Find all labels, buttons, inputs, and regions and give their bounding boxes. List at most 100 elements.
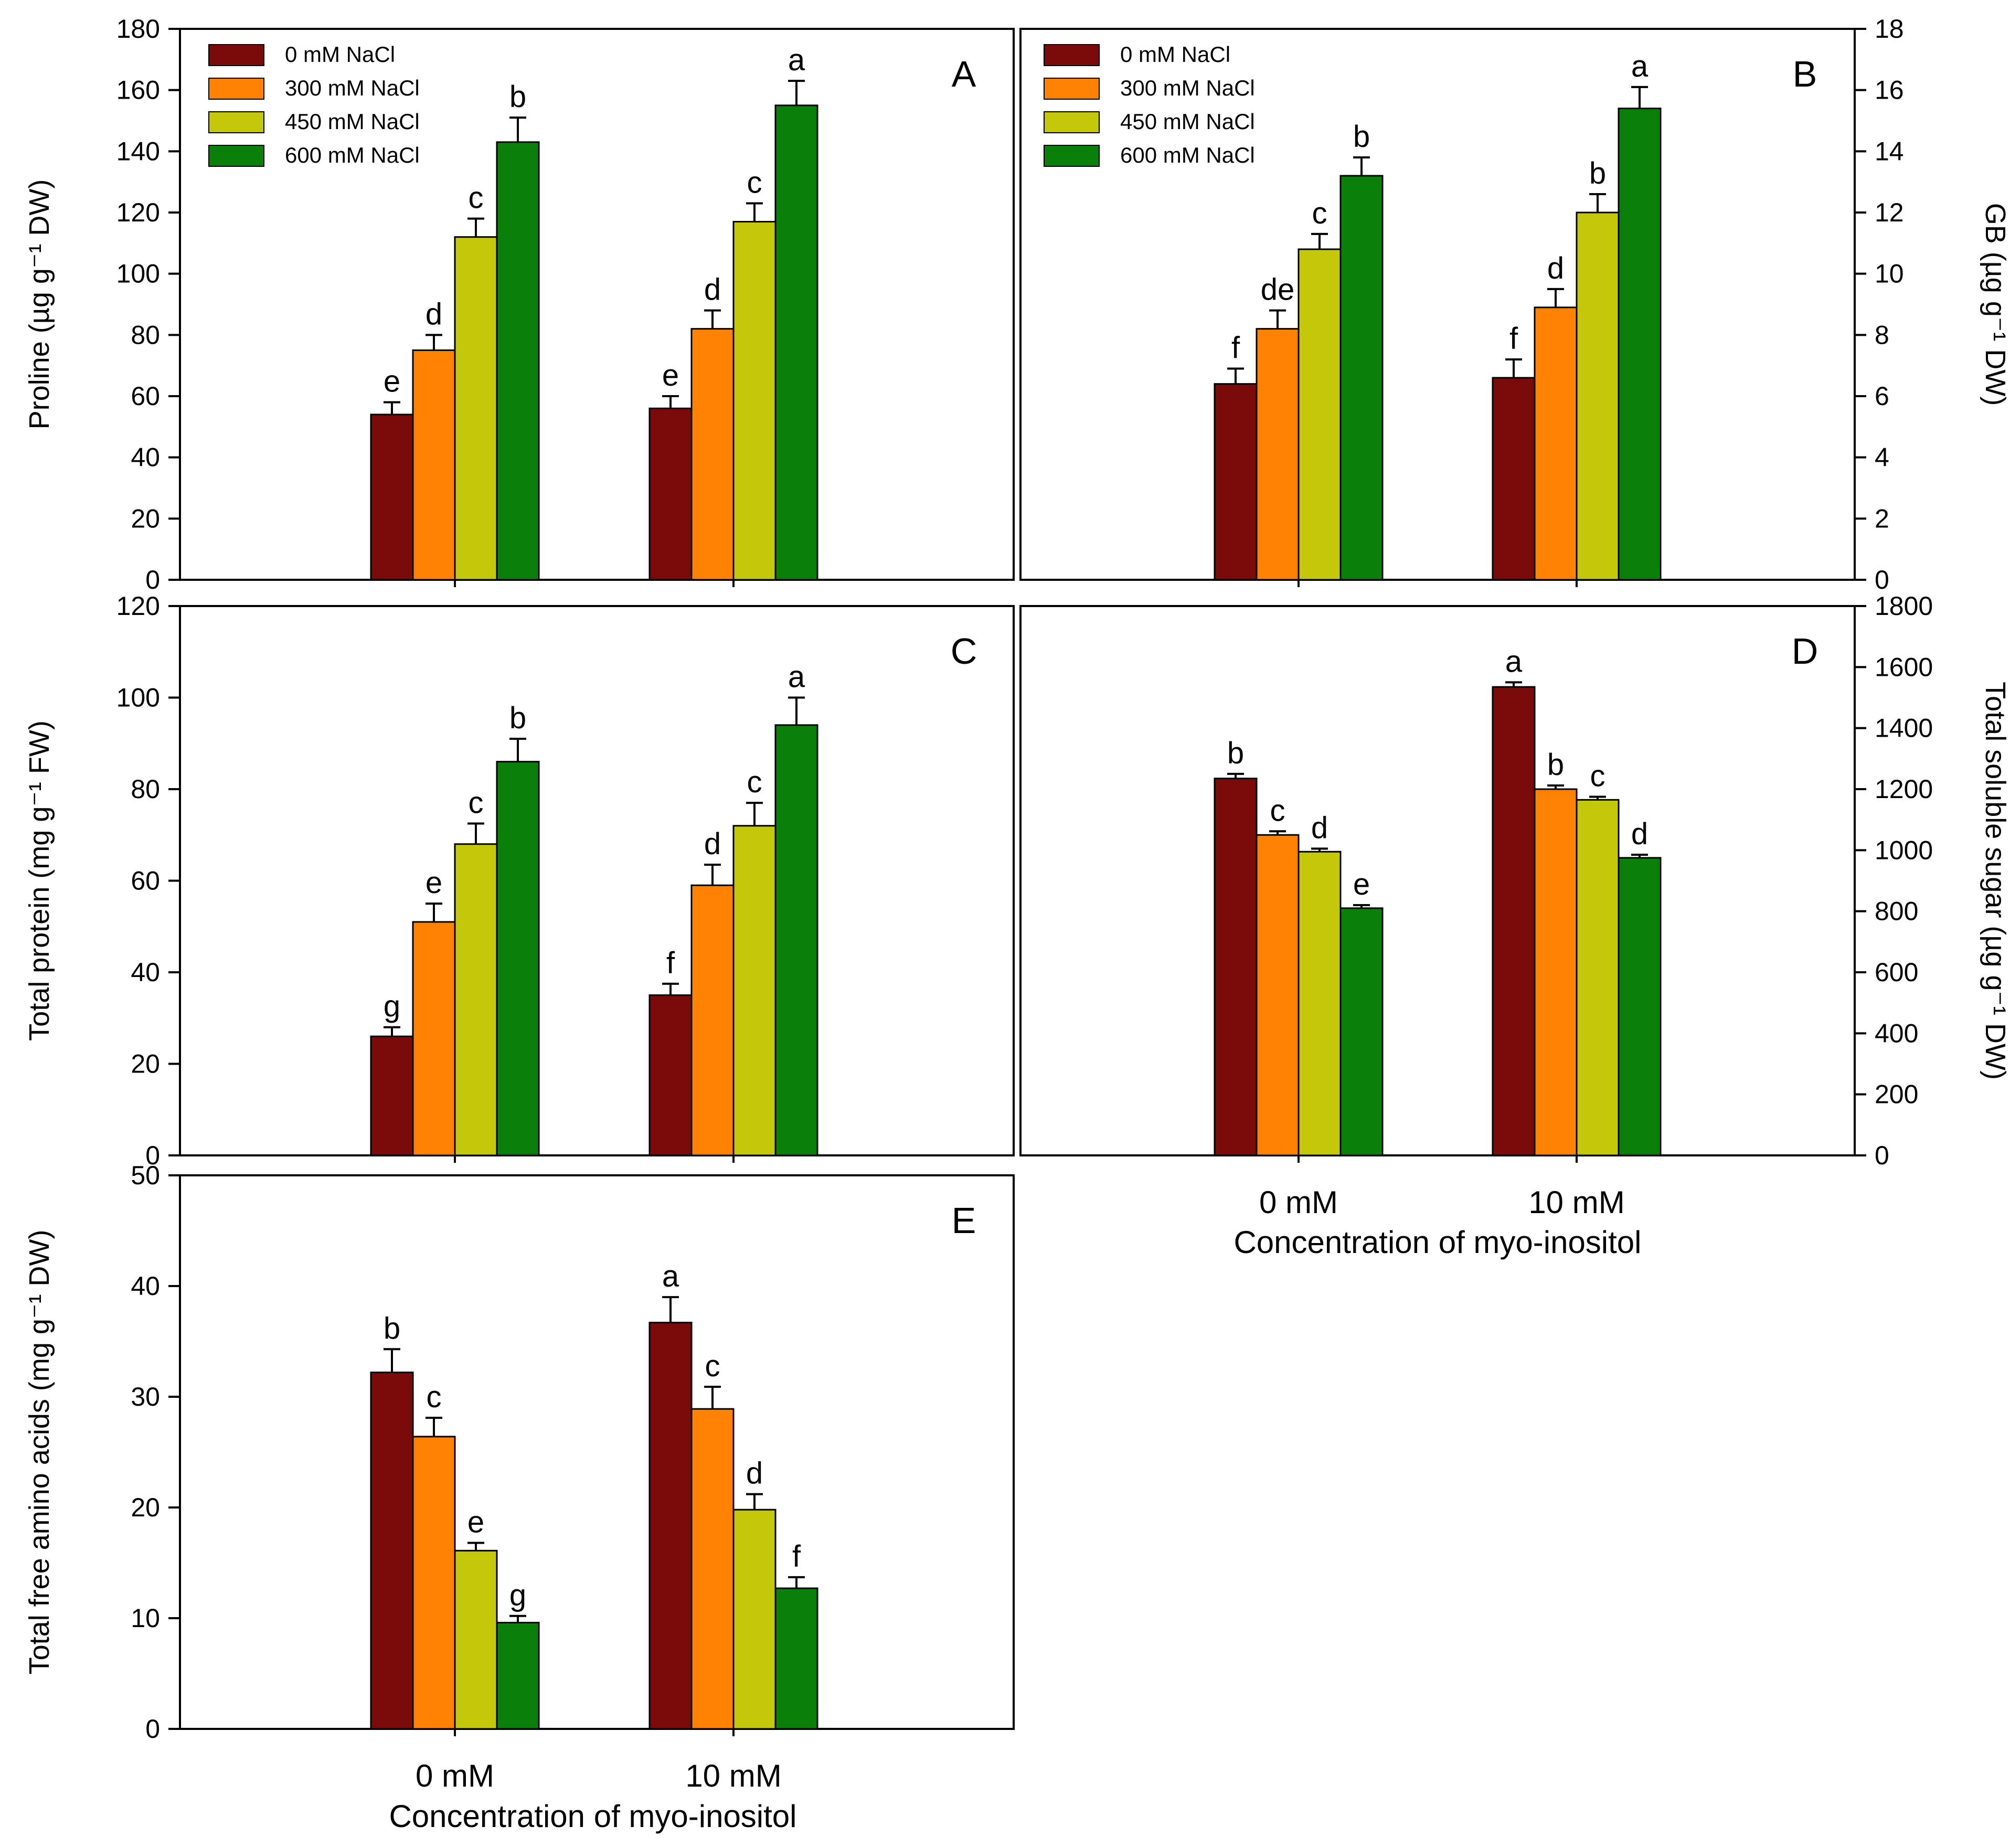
legend-swatch — [1044, 145, 1100, 167]
significance-letter: d — [1311, 811, 1328, 845]
error-bar — [746, 802, 763, 826]
legend-label: 0 mM NaCl — [1120, 42, 1230, 67]
y-axis-label: GB (µg g⁻¹ DW) — [1980, 203, 2010, 406]
y-tick-label: 80 — [131, 774, 160, 804]
legend-swatch — [208, 111, 264, 133]
legend-label: 300 mM NaCl — [1120, 76, 1255, 100]
y-tick-label: 40 — [131, 1271, 160, 1301]
significance-letter: b — [1547, 748, 1564, 782]
bar-c-s3-c0 — [496, 761, 540, 1156]
y-tick-label: 1000 — [1875, 835, 1933, 865]
x-category-label: 0 mM — [1259, 1185, 1338, 1220]
legend-swatch — [1044, 44, 1100, 66]
significance-letter: de — [1261, 273, 1295, 307]
error-bar — [704, 863, 721, 886]
error-bar — [509, 116, 526, 142]
significance-letter: b — [1589, 156, 1606, 190]
y-tick-label: 2 — [1875, 504, 1889, 533]
bar-d-s1-c1 — [1534, 788, 1578, 1156]
panel-letter: E — [952, 1200, 976, 1241]
error-bar — [746, 202, 763, 222]
significance-letter: d — [704, 827, 721, 861]
significance-letter: g — [384, 990, 400, 1024]
significance-letter: a — [1505, 644, 1523, 678]
error-bar — [509, 1615, 526, 1623]
y-tick-label: 10 — [131, 1603, 160, 1633]
y-axis-label: Total soluble sugar (µg g⁻¹ DW) — [1980, 682, 2010, 1080]
significance-letter: c — [1270, 793, 1285, 827]
error-bar — [426, 902, 442, 922]
error-bar — [426, 334, 442, 351]
panel-frame — [179, 1174, 1015, 1730]
y-tick-label: 20 — [131, 1493, 160, 1522]
bar-b-s0-c0 — [1214, 383, 1258, 581]
y-tick-label: 0 — [145, 565, 160, 594]
y-tick-label: 6 — [1875, 381, 1889, 411]
y-tick-label: 12 — [1875, 198, 1904, 227]
y-tick-label: 4 — [1875, 443, 1889, 472]
y-tick-label: 100 — [116, 259, 160, 289]
significance-letter: b — [1353, 120, 1370, 154]
significance-letter: f — [1231, 331, 1240, 365]
bar-b-s3-c1 — [1618, 108, 1662, 581]
y-tick-label: 0 — [145, 1141, 160, 1170]
y-tick-label: 18 — [1875, 14, 1904, 44]
y-tick-label: 1400 — [1875, 714, 1933, 743]
x-category-label: 0 mM — [416, 1758, 494, 1793]
error-bar — [467, 822, 484, 844]
legend-label: 600 mM NaCl — [285, 143, 420, 167]
bar-e-s0-c1 — [648, 1322, 693, 1730]
significance-letter: e — [384, 365, 400, 399]
bar-b-s1-c0 — [1256, 328, 1300, 581]
error-bar — [1269, 830, 1286, 835]
significance-letter: b — [509, 80, 526, 114]
x-axis-title: Concentration of myo-inositol — [1233, 1225, 1641, 1260]
error-bar — [1353, 156, 1370, 176]
y-tick-label: 30 — [131, 1382, 160, 1411]
error-bar — [1547, 784, 1564, 789]
significance-letter: b — [509, 701, 526, 735]
significance-letter: c — [469, 785, 484, 820]
bar-a-s2-c1 — [732, 221, 777, 581]
y-tick-label: 1200 — [1875, 774, 1933, 804]
bar-a-s3-c1 — [774, 104, 818, 581]
significance-letter: g — [509, 1578, 526, 1612]
bar-e-s3-c1 — [774, 1587, 818, 1730]
bar-e-s2-c1 — [732, 1509, 777, 1730]
error-bar — [1589, 795, 1606, 800]
y-tick-label: 140 — [116, 136, 160, 166]
bar-d-s0-c1 — [1492, 686, 1536, 1156]
y-tick-label: 20 — [131, 504, 160, 533]
legend-swatch — [208, 44, 264, 66]
panel-frame — [179, 28, 1015, 581]
legend-label: 0 mM NaCl — [285, 42, 395, 67]
y-tick-label: 10 — [1875, 259, 1904, 289]
y-tick-label: 14 — [1875, 136, 1904, 166]
significance-letter: f — [792, 1539, 801, 1574]
panel-letter: D — [1792, 631, 1818, 672]
legend-label: 600 mM NaCl — [1120, 143, 1255, 167]
bar-e-s3-c0 — [496, 1621, 540, 1730]
error-bar — [1311, 232, 1328, 249]
y-axis-label: Total protein (mg g⁻¹ FW) — [24, 720, 55, 1041]
significance-letter: c — [705, 1349, 720, 1383]
bar-a-s0-c0 — [370, 413, 414, 581]
panel-frame — [1019, 28, 1856, 581]
x-category-label: 10 mM — [685, 1758, 781, 1793]
error-bar — [1311, 847, 1328, 852]
bar-d-s3-c0 — [1339, 907, 1384, 1156]
error-bar — [1505, 681, 1522, 687]
y-tick-label: 40 — [131, 443, 160, 472]
bar-d-s3-c1 — [1618, 857, 1662, 1156]
bar-c-s0-c1 — [648, 994, 693, 1156]
significance-letter: c — [469, 181, 484, 215]
error-bar — [384, 1026, 400, 1037]
bar-c-s1-c1 — [690, 884, 735, 1156]
bar-c-s0-c0 — [370, 1035, 414, 1156]
bar-e-s0-c0 — [370, 1372, 414, 1730]
legend-swatch — [208, 78, 264, 100]
bar-d-s1-c0 — [1256, 834, 1300, 1156]
y-tick-label: 0 — [145, 1714, 160, 1744]
